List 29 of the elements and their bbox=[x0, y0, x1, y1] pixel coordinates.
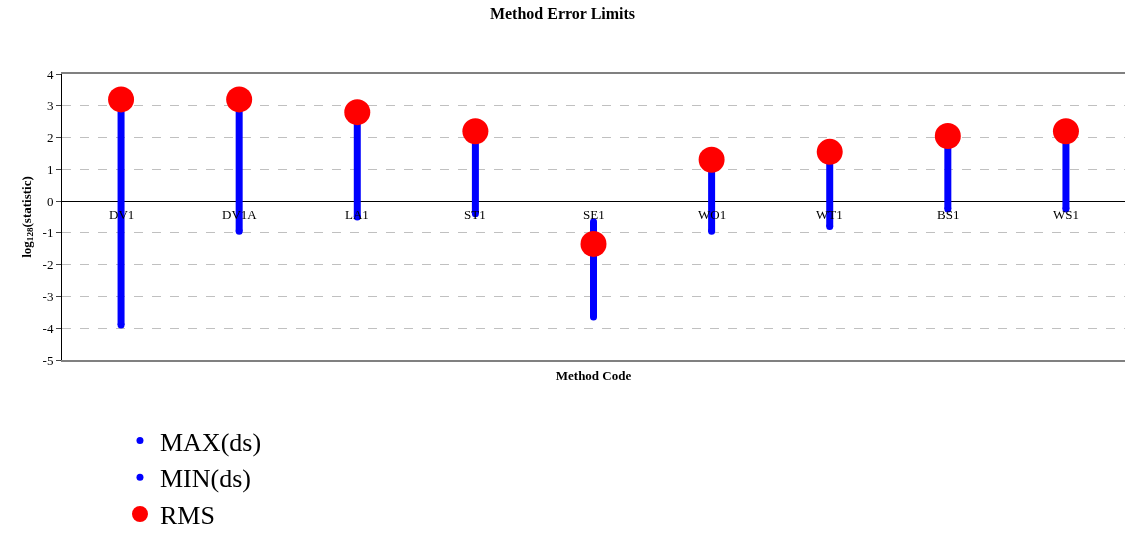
y-tick-label: -1 bbox=[42, 225, 54, 241]
x-tick-label: WS1 bbox=[1053, 207, 1079, 222]
legend-label: RMS bbox=[159, 501, 215, 531]
point bbox=[108, 86, 135, 113]
point bbox=[816, 138, 843, 165]
x-tick-label: SE1 bbox=[583, 207, 605, 222]
chart-title: Method Error Limits bbox=[489, 5, 636, 23]
y-tick-label: 4 bbox=[46, 66, 54, 82]
legend-label: MIN(ds) bbox=[159, 464, 251, 494]
x-tick-label: BS1 bbox=[937, 207, 960, 222]
y-tick-label: 1 bbox=[46, 161, 54, 177]
y-tick-label: -2 bbox=[42, 257, 54, 273]
y-tick-label: -3 bbox=[42, 288, 54, 304]
point bbox=[826, 223, 834, 231]
y-tick-label: 3 bbox=[46, 98, 54, 114]
y-tick-label: -5 bbox=[42, 352, 54, 368]
point bbox=[344, 99, 371, 126]
point bbox=[462, 118, 489, 145]
point bbox=[698, 146, 725, 173]
point bbox=[934, 122, 961, 149]
x-tick-label: ST1 bbox=[464, 207, 486, 222]
y-tick-label: 2 bbox=[46, 130, 54, 146]
legend-label: MAX(ds) bbox=[159, 427, 262, 457]
point bbox=[1052, 118, 1079, 145]
y-tick-label: 0 bbox=[46, 193, 54, 209]
point bbox=[580, 231, 607, 257]
point bbox=[226, 86, 253, 113]
x-axis-title: Method Code bbox=[555, 368, 632, 384]
y-tick-label: -4 bbox=[42, 320, 54, 336]
